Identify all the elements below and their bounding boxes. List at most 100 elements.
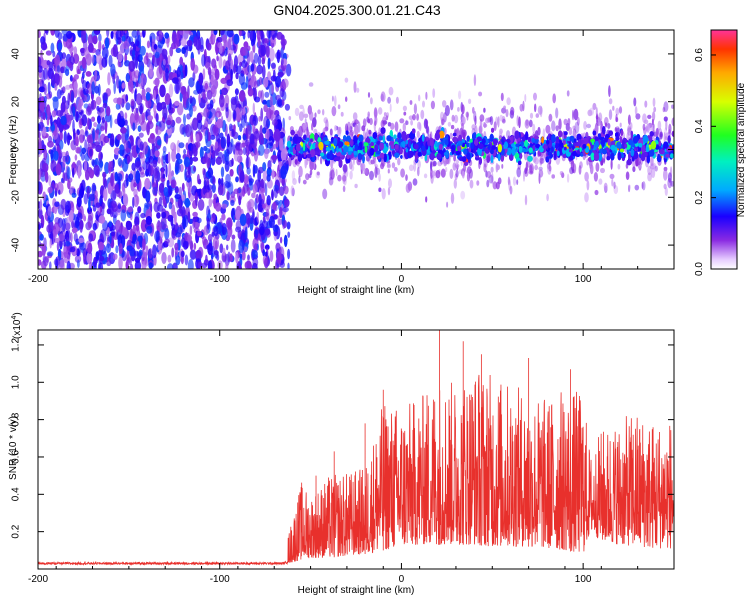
heatmap-cell	[378, 107, 383, 115]
heatmap-cell	[53, 237, 61, 244]
heatmap-cell	[163, 186, 169, 197]
heatmap-cell	[331, 106, 337, 117]
heatmap-cell	[213, 226, 219, 237]
heatmap-cell	[95, 96, 102, 106]
heatmap-cell	[523, 170, 525, 182]
heatmap-cell	[241, 250, 246, 261]
heatmap-signal-band	[286, 74, 674, 208]
heatmap-cell	[266, 45, 270, 58]
heatmap-cell	[285, 154, 289, 165]
heatmap-cell	[479, 114, 485, 122]
heatmap-cell	[251, 192, 256, 199]
heatmap-cell	[203, 168, 207, 180]
heatmap-cell	[261, 57, 266, 65]
heatmap-cell	[234, 88, 239, 96]
heatmap-cell	[663, 116, 668, 122]
heatmap-cell	[145, 87, 151, 93]
heatmap-cell	[246, 167, 251, 175]
heatmap-cell	[258, 116, 262, 122]
heatmap-cell	[270, 36, 277, 48]
heatmap-cell	[652, 124, 655, 134]
heatmap-cell	[201, 262, 208, 269]
heatmap-cell	[430, 161, 436, 167]
heatmap-cell	[466, 112, 469, 121]
heatmap-cell	[137, 206, 142, 214]
heatmap-cell	[165, 67, 169, 82]
heatmap-cell	[271, 189, 274, 201]
heatmap-cell	[509, 185, 513, 195]
heatmap-cell	[516, 179, 519, 186]
heatmap-cell	[246, 155, 249, 170]
heatmap-cell	[108, 220, 113, 228]
heatmap-cell	[287, 262, 290, 269]
heatmap-cell	[472, 106, 475, 114]
heatmap-cell	[642, 113, 647, 124]
heatmap-cell	[412, 178, 418, 186]
heatmap-cell	[374, 116, 378, 125]
heatmap-cell	[106, 30, 110, 38]
heatmap-cell	[538, 169, 544, 178]
heatmap-cell	[180, 71, 184, 80]
heatmap-cell	[134, 216, 140, 227]
heatmap-cell	[608, 85, 611, 98]
heatmap-cell	[47, 140, 54, 148]
heatmap-cell	[245, 75, 249, 89]
heatmap-cell	[101, 116, 105, 124]
heatmap-cell	[39, 222, 43, 229]
heatmap-cell	[314, 112, 317, 118]
heatmap-cell	[162, 58, 166, 66]
heatmap-cell	[281, 99, 285, 106]
heatmap-cell	[417, 159, 421, 169]
heatmap-cell	[649, 131, 654, 137]
heatmap-cell	[79, 241, 87, 251]
heatmap-cell	[46, 224, 52, 233]
heatmap-cell	[38, 110, 43, 117]
heatmap-cell	[291, 170, 296, 181]
heatmap-cell	[219, 94, 225, 108]
heatmap-cell	[133, 250, 139, 257]
heatmap-cell	[104, 120, 108, 134]
heatmap-cell	[139, 106, 143, 114]
heatmap-cell	[369, 170, 374, 181]
heatmap-cell	[647, 114, 652, 119]
heatmap-cell	[81, 71, 85, 80]
heatmap-cell	[432, 88, 436, 98]
heatmap-cell	[49, 261, 52, 269]
heatmap-cell	[42, 191, 46, 201]
heatmap-cell	[138, 249, 143, 257]
heatmap-cell	[315, 171, 321, 179]
heatmap-cell	[483, 107, 486, 113]
heatmap-cell	[98, 241, 105, 251]
heatmap-cell	[213, 193, 218, 200]
heatmap-cell	[133, 194, 139, 208]
heatmap-cell	[43, 148, 48, 161]
heatmap-cell	[103, 135, 110, 144]
heatmap-cell	[175, 232, 181, 238]
heatmap-cell	[73, 74, 79, 80]
heatmap-cell	[420, 109, 425, 120]
heatmap-cell	[223, 181, 231, 189]
heatmap-cell	[534, 157, 539, 165]
heatmap-cell	[193, 242, 197, 250]
heatmap-cell	[175, 116, 182, 124]
heatmap-cell	[118, 149, 125, 155]
heatmap-cell	[130, 179, 135, 192]
heatmap-cell	[55, 163, 62, 176]
heatmap-cell	[667, 177, 672, 189]
heatmap-cell	[239, 253, 243, 259]
heatmap-cell	[104, 37, 110, 49]
heatmap-cell	[162, 151, 167, 164]
heatmap-cell	[49, 238, 52, 249]
heatmap-cell	[383, 112, 387, 117]
heatmap-cell	[215, 156, 223, 165]
heatmap-cell	[461, 104, 465, 115]
heatmap-cell	[569, 167, 574, 175]
heatmap-cell	[73, 232, 78, 242]
heatmap-cell	[342, 175, 347, 182]
heatmap-cell	[65, 68, 70, 77]
heatmap-cell	[256, 64, 263, 75]
heatmap-cell	[82, 80, 87, 90]
heatmap-cell	[156, 102, 163, 112]
heatmap-cell	[235, 65, 242, 75]
heatmap-cell	[512, 176, 517, 186]
